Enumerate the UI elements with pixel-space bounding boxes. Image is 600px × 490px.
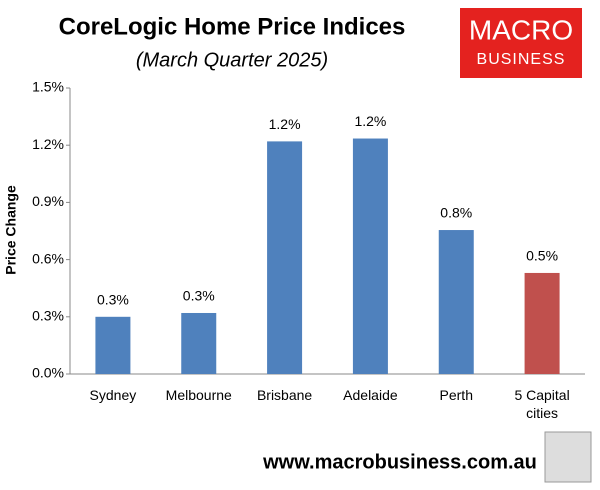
data-label: 1.2%	[269, 116, 301, 132]
x-tick-label: 5 Capital cities	[514, 387, 570, 421]
chart-subtitle: (March Quarter 2025)	[136, 49, 328, 71]
data-label: 0.3%	[183, 288, 215, 304]
y-tick-label: 0.3%	[32, 308, 64, 324]
x-tick-label: Perth	[439, 387, 473, 403]
data-label: 0.5%	[526, 248, 558, 264]
y-axis-label: Price Change	[3, 185, 19, 275]
logo-text: MACRO	[469, 14, 573, 45]
y-tick-label: 1.2%	[32, 136, 64, 152]
logo-text: BUSINESS	[477, 51, 566, 68]
y-tick-label: 0.9%	[32, 193, 64, 209]
footer: www.macrobusiness.com.au	[262, 451, 537, 473]
data-label: 1.2%	[354, 113, 386, 129]
x-tick-label: Adelaide	[343, 387, 398, 403]
y-tick-label: 0.6%	[32, 250, 64, 266]
bar	[524, 272, 560, 374]
x-tick-label: Melbourne	[165, 387, 232, 403]
logo-box	[460, 8, 582, 78]
x-tick-label: Brisbane	[256, 387, 313, 403]
data-label: 0.3%	[97, 292, 129, 308]
data-label: 0.8%	[440, 205, 472, 221]
bar	[95, 316, 131, 374]
bar	[352, 138, 388, 374]
x-tick-label: Sydney	[89, 387, 137, 403]
y-tick-label: 1.5%	[32, 79, 64, 95]
logo-icon	[544, 431, 592, 483]
chart-title: CoreLogic Home Price Indices	[59, 13, 406, 40]
bar	[181, 312, 217, 374]
y-tick-label: 0.0%	[32, 365, 64, 381]
bar	[267, 141, 303, 374]
bar	[438, 230, 474, 374]
